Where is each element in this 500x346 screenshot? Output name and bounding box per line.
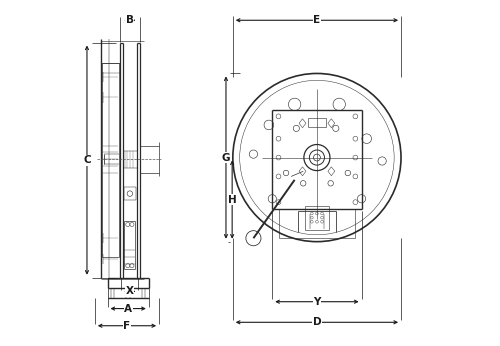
- Text: H: H: [228, 194, 236, 204]
- Text: Y: Y: [313, 297, 320, 307]
- Text: D: D: [312, 317, 321, 327]
- Text: B: B: [126, 15, 134, 25]
- Text: G: G: [222, 153, 230, 163]
- Text: X: X: [126, 286, 134, 297]
- Text: F: F: [124, 321, 130, 331]
- Text: E: E: [314, 15, 320, 25]
- Text: C: C: [83, 155, 91, 165]
- Text: A: A: [124, 303, 132, 313]
